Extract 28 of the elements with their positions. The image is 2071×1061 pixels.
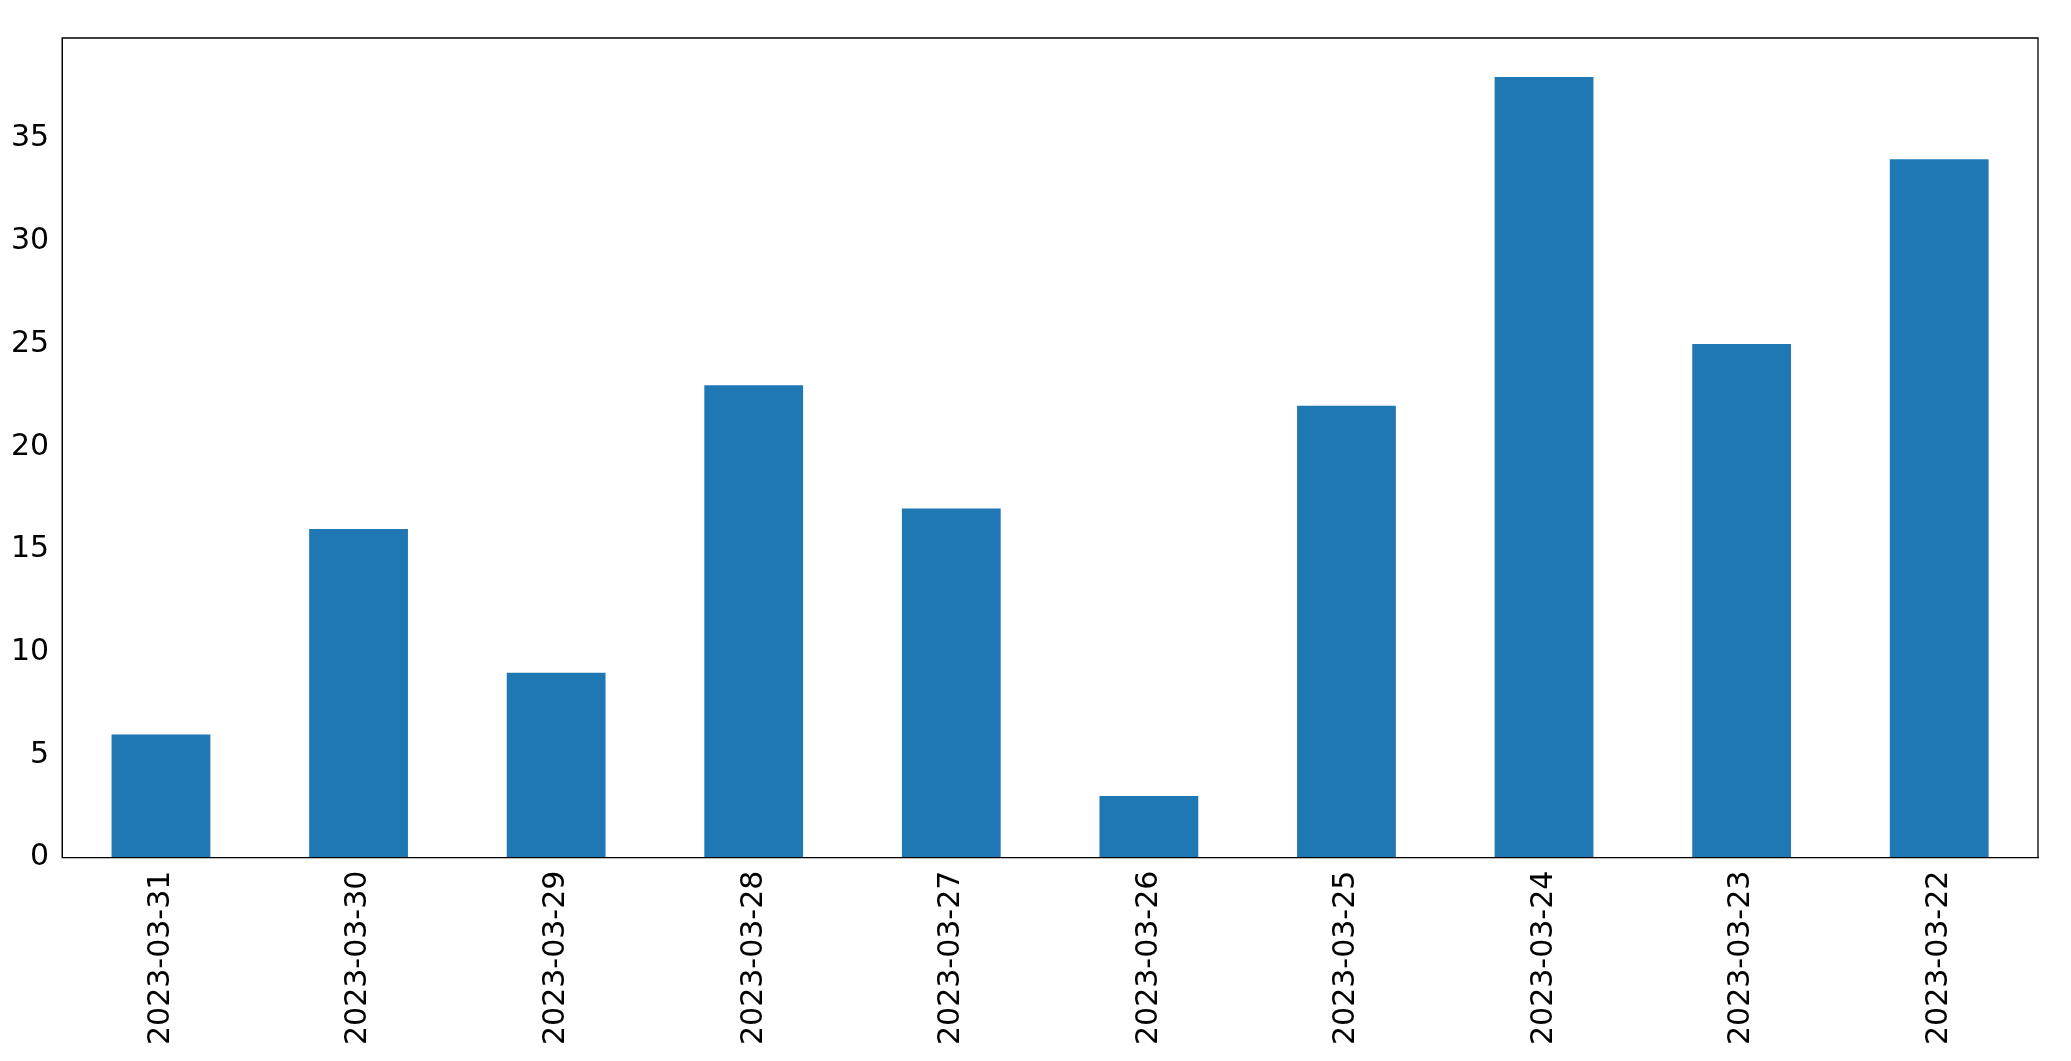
bar — [901, 508, 1001, 858]
x-tick-label: 2023-03-23 — [1721, 870, 1757, 1046]
bar — [506, 672, 606, 858]
bar — [1494, 77, 1594, 858]
bar — [704, 385, 804, 858]
y-tick-label: 30 — [10, 221, 50, 257]
bar — [1889, 159, 1989, 858]
y-tick-label: 20 — [10, 426, 50, 462]
x-tick-label: 2023-03-29 — [535, 870, 571, 1046]
y-tick-label: 10 — [10, 632, 50, 668]
x-tick-label: 2023-03-28 — [733, 870, 769, 1046]
x-tick-label: 2023-03-22 — [1919, 870, 1955, 1046]
x-tick-label: 2023-03-27 — [931, 870, 967, 1046]
bar — [1692, 344, 1792, 858]
x-tick-label: 2023-03-30 — [338, 870, 374, 1046]
bar — [1099, 796, 1199, 858]
x-tick-label: 2023-03-26 — [1128, 870, 1164, 1046]
bar — [111, 734, 211, 858]
x-tick-label: 2023-03-25 — [1326, 870, 1362, 1046]
y-tick-label: 15 — [10, 529, 50, 565]
x-tick-label: 2023-03-24 — [1523, 870, 1559, 1046]
y-tick-label: 5 — [30, 734, 50, 770]
bar — [309, 528, 408, 858]
y-tick-label: 35 — [10, 118, 50, 154]
x-tick-label: 2023-03-31 — [140, 870, 176, 1046]
bar — [1297, 405, 1396, 858]
y-tick-label: 25 — [10, 323, 50, 359]
y-tick-label: 0 — [30, 837, 50, 873]
